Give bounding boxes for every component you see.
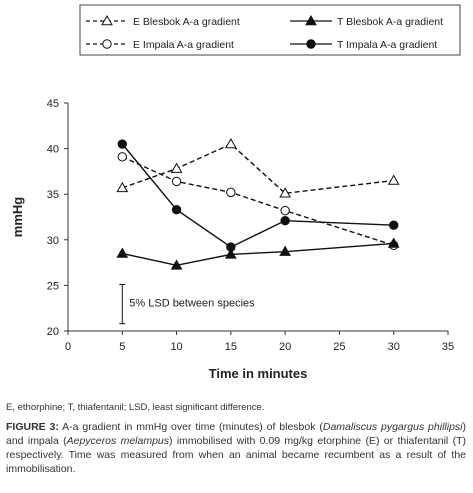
y-tick-label: 30 [47, 235, 59, 247]
legend-marker [102, 39, 112, 49]
caption-species-name: Aepyceros melampus [66, 435, 170, 447]
data-point [280, 205, 290, 216]
caption-text: A-a gradient in mmHg over time (minutes)… [6, 421, 466, 475]
data-point [280, 215, 290, 226]
x-tick-label: 35 [442, 341, 454, 353]
y-tick-label: 20 [47, 326, 59, 338]
x-axis-title: Time in minutes [209, 366, 308, 381]
data-point [224, 248, 237, 259]
y-tick-label: 25 [47, 280, 59, 292]
caption-text-part: ) and impala ( [6, 421, 466, 447]
x-tick-label: 0 [65, 341, 71, 353]
y-tick-label: 45 [47, 98, 59, 110]
data-point [116, 181, 129, 193]
caption-text-part: A-a gradient in mmHg over time (minutes)… [58, 421, 323, 433]
x-tick-label: 30 [388, 341, 400, 353]
y-axis-title: mmHg [10, 197, 25, 238]
series-line [122, 242, 394, 267]
data-point [387, 237, 400, 248]
figure-caption: FIGURE 3: A-a gradient in mmHg over time… [6, 420, 466, 476]
y-tick-label: 35 [47, 189, 59, 201]
series-line [122, 143, 394, 195]
lsd-annotation: 5% LSD between species [129, 298, 255, 310]
data-point [387, 174, 400, 185]
caption-species-name: Damaliscus pygargus phillipsi [322, 421, 463, 433]
line-chart: E Blesbok A-a gradient E Impala A-a gradi… [10, 4, 461, 381]
figure: E Blesbok A-a gradient E Impala A-a gradi… [10, 4, 461, 381]
data-point [116, 247, 129, 258]
x-tick-label: 20 [279, 341, 291, 353]
legend-label: E Blesbok A-a gradient [133, 16, 240, 28]
figure-footnote: E, ethorphine; T, thiafentanil; LSD, lea… [6, 402, 265, 413]
y-tick-label: 40 [47, 144, 59, 156]
x-tick-label: 10 [170, 341, 182, 353]
legend-label: E Impala A-a gradient [133, 39, 234, 51]
data-point [279, 245, 292, 256]
data-point [226, 187, 236, 198]
data-point [117, 152, 127, 162]
data-point [170, 259, 183, 270]
data-point [171, 205, 182, 215]
data-point [170, 162, 183, 173]
data-point [171, 176, 182, 187]
data-point [279, 187, 292, 198]
data-point [117, 139, 127, 149]
data-point [389, 220, 399, 230]
legend-label: T Impala A-a gradient [337, 39, 437, 51]
legend-marker [305, 14, 317, 26]
legend-marker [306, 39, 316, 49]
data-point [226, 242, 236, 252]
x-tick-label: 5 [119, 341, 125, 353]
x-tick-label: 15 [225, 341, 237, 353]
x-tick-label: 25 [333, 341, 345, 353]
legend-label: T Blesbok A-a gradient [337, 16, 443, 28]
caption-label: FIGURE 3: [6, 421, 59, 433]
data-point [224, 138, 237, 149]
legend-box [79, 4, 461, 56]
caption-text-part: ) immobilised with 0.09 mg/kg etorphine … [6, 435, 466, 475]
legend-marker [101, 14, 113, 26]
series-line [121, 156, 394, 246]
